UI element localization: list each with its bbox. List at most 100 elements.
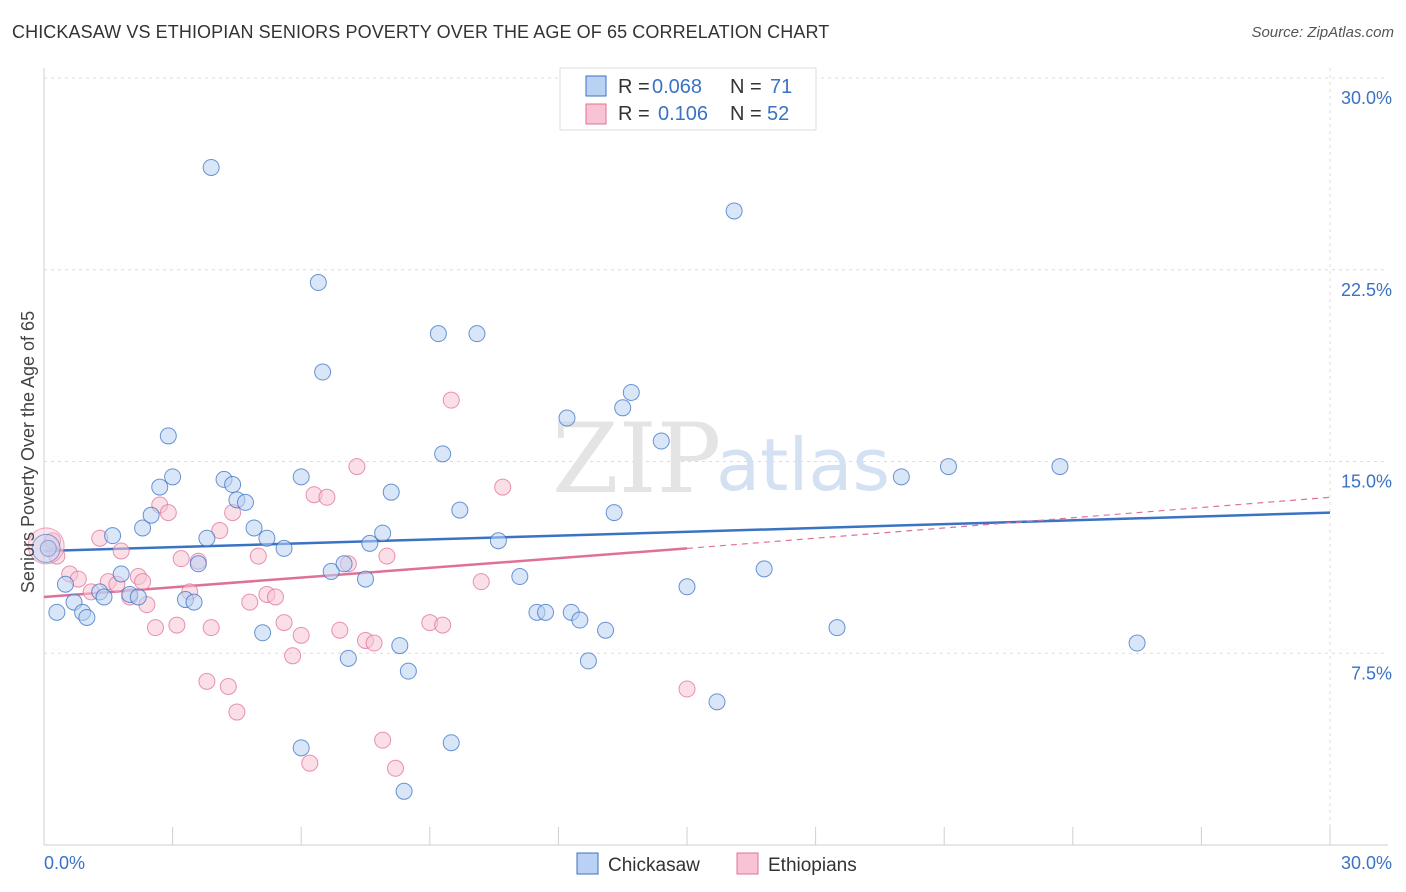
chickasaw-point-49 <box>511 568 529 586</box>
chart-source: Source: ZipAtlas.com <box>1251 24 1394 41</box>
y-tick-label-0: 30.0% <box>1341 88 1392 108</box>
chickasaw-point-69 <box>1128 634 1146 652</box>
chickasaw-point-12 <box>142 506 160 524</box>
ethiopians-point-41 <box>378 547 396 565</box>
ethiopians-point-15 <box>168 616 186 634</box>
bottom-legend-swatch-ethiopians <box>736 852 759 875</box>
y-tick-label-3: 7.5% <box>1351 663 1392 683</box>
chickasaw-point-7 <box>104 527 122 545</box>
x-tick-label-0: 0.0% <box>44 853 85 873</box>
ethiopians-point-7 <box>112 542 130 560</box>
ethiopians-point-45 <box>442 391 460 409</box>
legend-r-label-1: R = <box>618 76 650 98</box>
legend-box: R = 0.068 N = 71 R = 0.106 N = 52 <box>559 67 817 131</box>
chickasaw-point-8 <box>112 565 130 583</box>
chickasaw-point-18 <box>189 555 207 573</box>
chickasaw-point-13 <box>151 478 169 496</box>
chickasaw-points <box>31 158 1146 800</box>
chickasaw-point-67 <box>939 458 957 476</box>
chickasaw-point-6 <box>95 588 113 606</box>
chickasaw-point-61 <box>678 578 696 596</box>
ethiopians-point-40 <box>374 731 392 749</box>
chickasaw-point-36 <box>357 570 374 588</box>
ethiopians-point-39 <box>365 634 383 652</box>
chickasaw-point-51 <box>537 603 555 621</box>
chickasaw-point-56 <box>597 621 615 639</box>
chickasaw-point-47 <box>468 325 486 343</box>
chickasaw-point-44 <box>434 445 452 463</box>
ethiopians-point-34 <box>318 488 336 506</box>
ethiopians-point-47 <box>494 478 512 496</box>
legend-r-label-2: R = <box>618 103 650 125</box>
chickasaw-point-68 <box>1051 458 1069 476</box>
ethiopians-point-16 <box>172 550 190 568</box>
chickasaw-point-27 <box>258 529 276 547</box>
ethiopians-point-42 <box>387 759 405 777</box>
legend-n-label-1: N = <box>730 76 762 98</box>
chickasaw-point-19 <box>198 529 216 547</box>
legend-r-value-2: 0.106 <box>658 103 708 125</box>
legend-n-value-1: 71 <box>770 76 792 98</box>
ethiopians-point-30 <box>284 647 302 665</box>
chickasaw-point-33 <box>322 562 340 580</box>
chickasaw-point-70 <box>39 539 57 557</box>
chickasaw-point-43 <box>429 325 447 343</box>
chickasaw-point-60 <box>652 432 670 450</box>
chickasaw-point-22 <box>224 476 242 494</box>
chickasaw-point-35 <box>339 649 357 667</box>
legend-swatch-pink <box>585 103 607 125</box>
chickasaw-point-10 <box>129 588 147 606</box>
chickasaw-point-40 <box>391 637 409 655</box>
y-tick-label-1: 22.5% <box>1341 280 1392 300</box>
legend-n-value-2: 52 <box>767 103 789 125</box>
legend-r-value-1: 0.068 <box>652 76 702 98</box>
x-tick-label-1: 30.0% <box>1341 853 1392 873</box>
chickasaw-point-38 <box>374 524 392 542</box>
ethiopians-trend-extension <box>686 496 1331 550</box>
chickasaw-point-31 <box>309 274 327 292</box>
chickasaw-point-26 <box>254 624 272 642</box>
ethiopians-point-10 <box>134 573 152 591</box>
chickasaw-point-45 <box>442 734 460 752</box>
chickasaw-point-32 <box>314 363 332 381</box>
chart-title: CHICKASAW VS ETHIOPIAN SENIORS POVERTY O… <box>12 22 830 42</box>
axes <box>43 68 1388 846</box>
chickasaw-point-15 <box>164 468 182 486</box>
chickasaw-point-54 <box>571 611 589 629</box>
ethiopians-point-21 <box>211 522 229 540</box>
chickasaw-trend-line <box>43 511 1331 553</box>
chickasaw-point-65 <box>828 619 846 637</box>
ethiopians-point-46 <box>472 573 490 591</box>
chickasaw-point-48 <box>489 532 507 550</box>
y-axis-label: Seniors Poverty Over the Age of 65 <box>18 311 38 593</box>
ethiopians-point-49 <box>678 680 696 698</box>
ethiopians-point-12 <box>146 619 164 637</box>
chickasaw-point-66 <box>892 468 910 486</box>
chickasaw-point-59 <box>622 383 640 401</box>
chickasaw-point-62 <box>708 693 726 711</box>
ethiopians-point-44 <box>434 616 452 634</box>
chickasaw-point-64 <box>755 560 773 578</box>
chickasaw-point-46 <box>451 501 469 519</box>
chickasaw-point-41 <box>395 782 413 800</box>
watermark-atlas: atlas <box>716 423 890 507</box>
bottom-legend-chickasaw: Chickasaw <box>608 855 700 876</box>
chickasaw-point-57 <box>605 504 623 522</box>
y-tick-label-2: 15.0% <box>1341 472 1392 492</box>
bottom-legend-ethiopians: Ethiopians <box>768 855 857 876</box>
chickasaw-point-55 <box>579 652 597 670</box>
chickasaw-point-28 <box>275 539 293 557</box>
chickasaw-point-11 <box>134 519 152 537</box>
chickasaw-point-37 <box>361 534 379 552</box>
ethiopians-point-26 <box>249 547 267 565</box>
chickasaw-point-25 <box>245 519 263 537</box>
chickasaw-point-20 <box>202 158 220 176</box>
y-tick-labels: 30.0% 22.5% 15.0% 7.5% <box>1341 88 1392 683</box>
x-tick-labels: 0.0% 30.0% <box>44 853 1392 873</box>
chickasaw-point-58 <box>614 399 632 417</box>
chickasaw-point-34 <box>335 555 353 573</box>
chickasaw-point-63 <box>725 202 743 220</box>
ethiopians-point-14 <box>159 504 177 522</box>
chickasaw-point-0 <box>48 603 66 621</box>
